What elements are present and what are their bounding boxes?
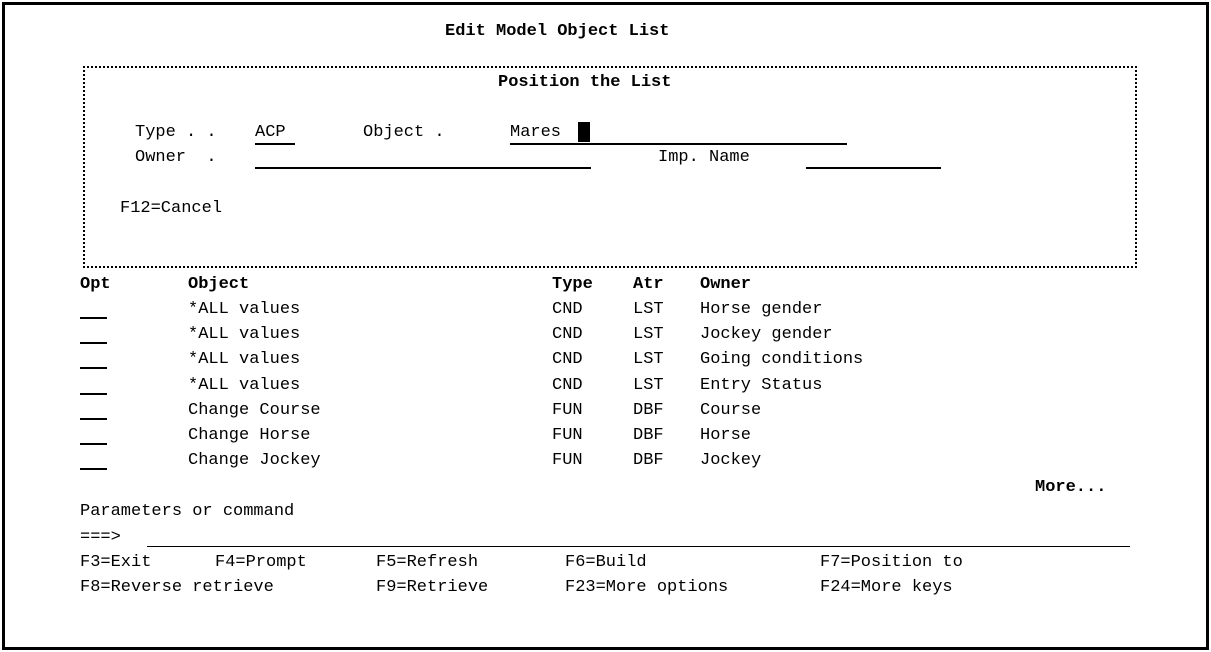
function-key[interactable]: F9=Retrieve bbox=[376, 578, 489, 597]
header-atr: Atr bbox=[633, 275, 664, 294]
option-field-underline bbox=[80, 392, 107, 395]
row-owner: Jockey bbox=[700, 451, 762, 471]
text-cursor bbox=[578, 122, 590, 142]
header-opt: Opt bbox=[80, 275, 111, 294]
option-field-underline bbox=[80, 342, 107, 345]
row-type: CND bbox=[552, 325, 583, 345]
option-field-underline bbox=[80, 468, 107, 471]
row-atr: LST bbox=[633, 375, 664, 395]
header-object: Object bbox=[188, 275, 250, 294]
row-type: FUN bbox=[552, 426, 583, 445]
row-atr: DBF bbox=[633, 451, 664, 471]
more-indicator: More... bbox=[1035, 478, 1107, 497]
imp-name-field[interactable] bbox=[806, 148, 941, 168]
owner-field-underline bbox=[255, 167, 591, 169]
row-atr: DBF bbox=[633, 400, 664, 420]
command-prompt: ===> bbox=[80, 528, 121, 547]
imp-name-field-underline bbox=[806, 167, 941, 169]
function-key[interactable]: F6=Build bbox=[565, 553, 647, 572]
row-object: *ALL values bbox=[188, 300, 301, 319]
function-key[interactable]: F8=Reverse retrieve bbox=[80, 578, 274, 597]
type-field-underline bbox=[255, 143, 295, 145]
header-owner: Owner bbox=[700, 275, 752, 294]
option-field-underline bbox=[80, 367, 107, 370]
object-label: Object . bbox=[363, 123, 445, 142]
function-key[interactable]: F23=More options bbox=[565, 578, 729, 597]
row-type: CND bbox=[552, 375, 583, 395]
position-list-window bbox=[83, 66, 1137, 268]
row-object: *ALL values bbox=[188, 375, 301, 395]
row-owner: Going conditions bbox=[700, 350, 864, 370]
row-type: CND bbox=[552, 350, 583, 370]
row-atr: LST bbox=[633, 300, 664, 319]
row-owner: Horse bbox=[700, 426, 752, 445]
row-owner: Horse gender bbox=[700, 300, 823, 319]
row-object: *ALL values bbox=[188, 350, 301, 370]
row-atr: DBF bbox=[633, 426, 664, 445]
function-key[interactable]: F24=More keys bbox=[820, 578, 953, 597]
command-input-underline bbox=[147, 546, 1130, 547]
command-label: Parameters or command bbox=[80, 502, 295, 521]
row-type: FUN bbox=[552, 400, 583, 420]
option-field-underline bbox=[80, 443, 107, 445]
function-key[interactable]: F4=Prompt bbox=[215, 553, 307, 572]
row-object: Change Jockey bbox=[188, 451, 321, 471]
row-object: Change Course bbox=[188, 400, 321, 420]
object-field-underline bbox=[510, 143, 847, 145]
type-field[interactable]: ACP bbox=[255, 123, 286, 142]
function-key[interactable]: F5=Refresh bbox=[376, 553, 479, 572]
row-owner: Jockey gender bbox=[700, 325, 833, 345]
header-type: Type bbox=[552, 275, 593, 294]
owner-label: Owner . bbox=[135, 148, 217, 167]
window-title: Position the List bbox=[498, 73, 672, 92]
page-title: Edit Model Object List bbox=[445, 22, 670, 41]
row-atr: LST bbox=[633, 350, 664, 370]
option-field-underline bbox=[80, 417, 107, 420]
f12-cancel-key[interactable]: F12=Cancel bbox=[120, 199, 223, 218]
row-owner: Entry Status bbox=[700, 375, 823, 395]
row-atr: LST bbox=[633, 325, 664, 345]
row-object: Change Horse bbox=[188, 426, 311, 445]
owner-field[interactable] bbox=[255, 148, 591, 168]
function-key[interactable]: F7=Position to bbox=[820, 553, 963, 572]
row-object: *ALL values bbox=[188, 325, 301, 345]
function-key[interactable]: F3=Exit bbox=[80, 553, 152, 572]
option-field-underline bbox=[80, 317, 107, 319]
row-owner: Course bbox=[700, 400, 762, 420]
object-field[interactable]: Mares bbox=[510, 123, 562, 142]
row-type: FUN bbox=[552, 451, 583, 471]
row-type: CND bbox=[552, 300, 583, 319]
type-label: Type . . bbox=[135, 123, 217, 142]
command-input[interactable] bbox=[147, 528, 1130, 548]
imp-name-label: Imp. Name bbox=[658, 148, 750, 167]
